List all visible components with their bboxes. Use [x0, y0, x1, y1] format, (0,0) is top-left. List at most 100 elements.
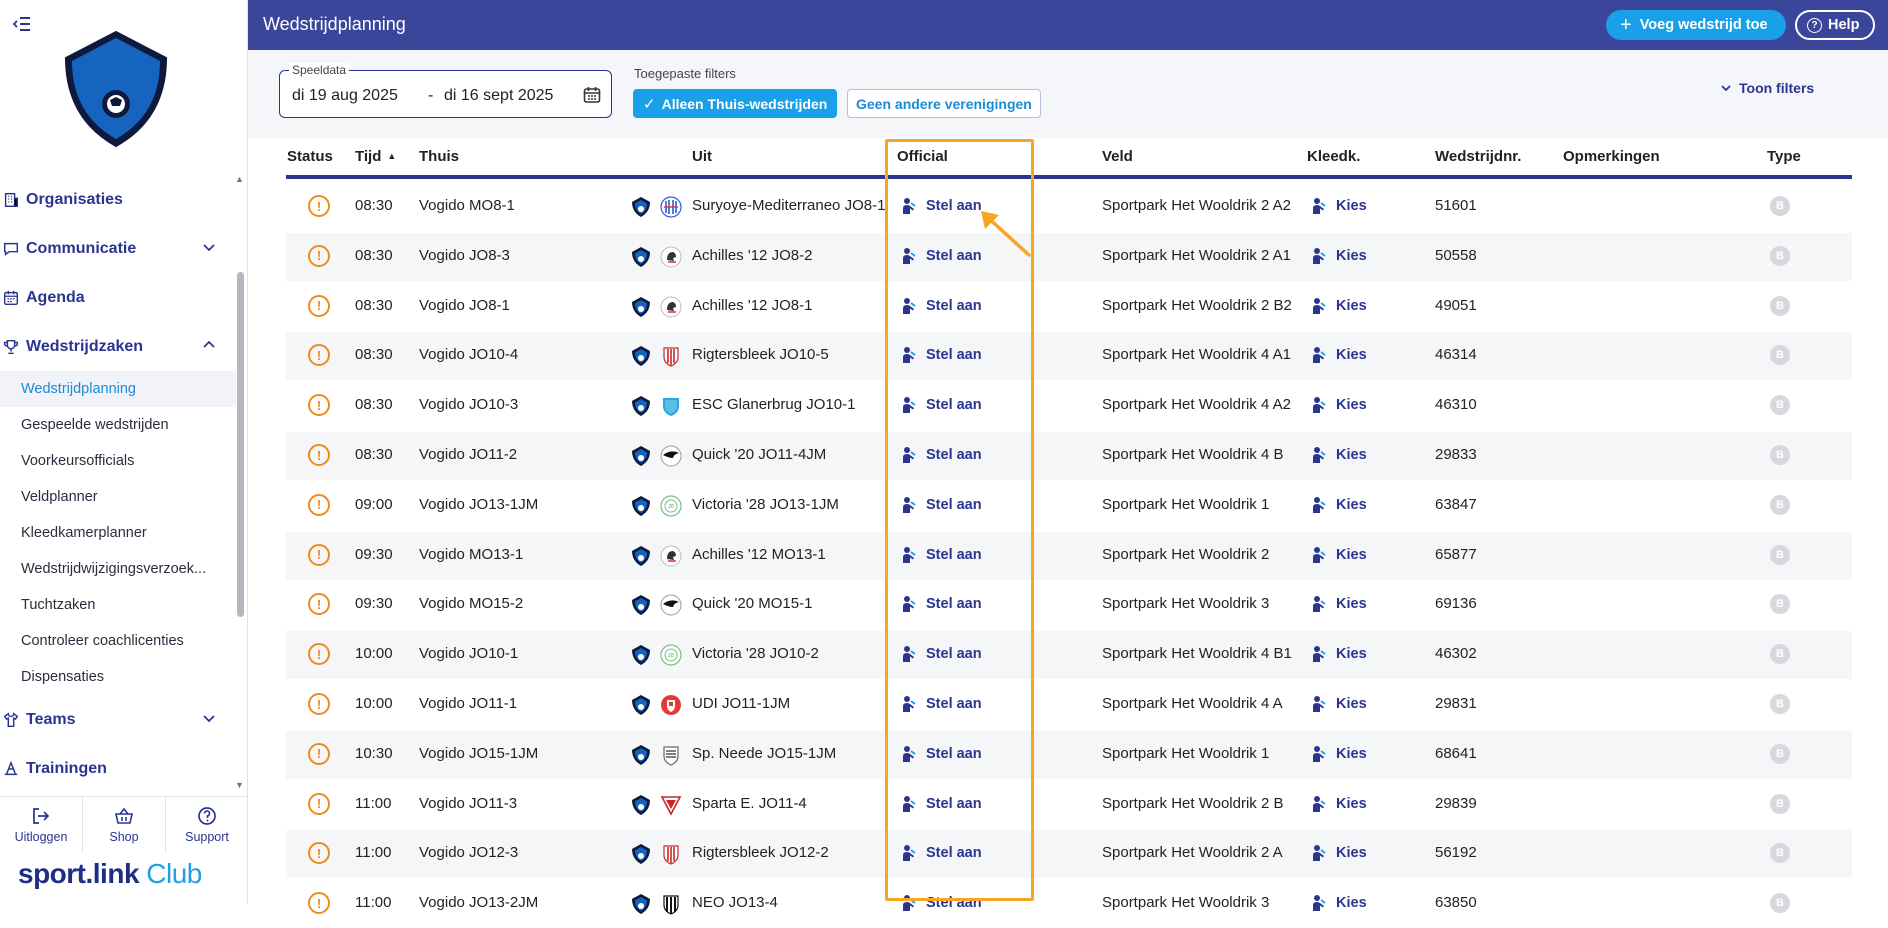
cell-thuis[interactable]: Vogido JO15-1JM [419, 744, 539, 762]
cell-uit[interactable]: Achilles '12 JO8-2 [692, 246, 813, 264]
choose-dressing-room-button[interactable]: Kies [1311, 546, 1367, 564]
cell-thuis[interactable]: Vogido JO11-1 [419, 695, 518, 712]
sidebar-subitem[interactable]: Kleedkamerplanner [21, 525, 147, 541]
warning-status-icon[interactable]: ! [308, 543, 330, 566]
sidebar-item-communicatie[interactable]: Communicatie [0, 224, 236, 273]
shop-button[interactable]: Shop [83, 797, 166, 853]
sidebar-subitem[interactable]: Dispensaties [21, 669, 105, 685]
assign-official-button[interactable]: Stel aan [901, 745, 982, 763]
col-type[interactable]: Type [1767, 148, 1801, 165]
cell-uit[interactable]: Sparta E. JO11-4 [692, 794, 807, 812]
table-row[interactable]: ! 08:30 Vogido JO8-3 Achilles '12 JO8-2 Stel… [286, 232, 1852, 281]
sidebar-subitem[interactable]: Wedstrijdwijzigingsverzoek... [21, 561, 207, 577]
sidebar-subitem[interactable]: Tuchtzaken [21, 597, 96, 613]
filter-chip-no-other-clubs[interactable]: Geen andere verenigingen [847, 89, 1041, 118]
logout-button[interactable]: Uitloggen [0, 797, 83, 853]
table-row[interactable]: ! 11:00 Vogido JO12-3 Rigtersbleek JO12-2 St… [286, 830, 1852, 879]
cell-thuis[interactable]: Vogido JO10-3 [419, 396, 519, 414]
choose-dressing-room-button[interactable]: Kies [1311, 247, 1367, 265]
cell-thuis[interactable]: Vogido JO11-2 [419, 446, 518, 463]
col-nr[interactable]: Wedstrijdnr. [1435, 148, 1521, 165]
cell-thuis[interactable]: Vogido JO12-3 [419, 844, 519, 862]
choose-dressing-room-button[interactable]: Kies [1311, 894, 1367, 912]
table-row[interactable]: ! 11:00 Vogido JO11-3 Sparta E. JO11-4 Stel … [286, 781, 1852, 829]
date-from-value[interactable]: di 19 aug 2025 [292, 87, 398, 104]
assign-official-button[interactable]: Stel aan [901, 197, 982, 215]
warning-status-icon[interactable]: ! [308, 742, 330, 765]
cell-uit[interactable]: Achilles '12 MO13-1 [692, 545, 826, 563]
table-row[interactable]: ! 10:00 Vogido JO10-1 28 Victoria '28 JO10-2… [286, 631, 1852, 680]
cell-uit[interactable]: Sp. Neede JO15-1JM [692, 744, 837, 762]
assign-official-button[interactable]: Stel aan [901, 695, 982, 713]
add-match-button[interactable]: + Voeg wedstrijd toe [1606, 10, 1786, 40]
assign-official-button[interactable]: Stel aan [901, 446, 982, 464]
cell-thuis[interactable]: Vogido MO8-1 [419, 197, 515, 214]
table-row[interactable]: ! 08:30 Vogido JO10-4 Rigtersbleek JO10-5 St… [286, 332, 1852, 381]
sidebar-subitem[interactable]: Veldplanner [21, 489, 98, 505]
assign-official-button[interactable]: Stel aan [901, 595, 982, 613]
col-official[interactable]: Official [897, 148, 948, 165]
cell-uit[interactable]: Victoria '28 JO10-2 [692, 645, 819, 663]
col-thuis[interactable]: Thuis [419, 148, 459, 165]
date-to-value[interactable]: di 16 sept 2025 [444, 87, 554, 104]
table-row[interactable]: ! 09:30 Vogido MO13-1 Achilles '12 MO13-1 St… [286, 531, 1852, 580]
choose-dressing-room-button[interactable]: Kies [1311, 795, 1367, 813]
assign-official-button[interactable]: Stel aan [901, 546, 982, 564]
choose-dressing-room-button[interactable]: Kies [1311, 844, 1367, 862]
sidebar-subitem[interactable]: Wedstrijdplanning [0, 371, 236, 407]
table-row[interactable]: ! 11:00 Vogido JO13-2JM NEO JO13-4 Stel aan S… [286, 880, 1852, 928]
sidebar-subitem[interactable]: Voorkeursofficials [21, 453, 135, 469]
cell-uit[interactable]: Victoria '28 JO13-1JM [692, 495, 839, 513]
warning-status-icon[interactable]: ! [308, 693, 330, 715]
choose-dressing-room-button[interactable]: Kies [1311, 645, 1367, 663]
sidebar-item-wedstrijdzaken[interactable]: Wedstrijdzaken [0, 322, 236, 371]
table-row[interactable]: ! 09:00 Vogido JO13-1JM 28 Victoria '28 JO13… [286, 482, 1852, 530]
calendar-icon[interactable] [582, 85, 602, 105]
collapse-sidebar-icon[interactable] [12, 14, 32, 34]
cell-thuis[interactable]: Vogido JO10-1 [419, 645, 519, 663]
warning-status-icon[interactable]: ! [308, 344, 330, 367]
choose-dressing-room-button[interactable]: Kies [1311, 446, 1367, 464]
assign-official-button[interactable]: Stel aan [901, 346, 982, 364]
cell-uit[interactable]: Rigtersbleek JO10-5 [692, 346, 829, 364]
sidebar-item-organisaties[interactable]: Organisaties [0, 175, 236, 224]
choose-dressing-room-button[interactable]: Kies [1311, 197, 1367, 215]
cell-thuis[interactable]: Vogido JO13-1JM [419, 495, 539, 513]
cell-uit[interactable]: Quick '20 MO15-1 [692, 595, 813, 613]
table-row[interactable]: ! 08:30 Vogido JO11-2 Quick '20 JO11-4JM Ste… [286, 432, 1852, 480]
assign-official-button[interactable]: Stel aan [901, 247, 982, 265]
col-uit[interactable]: Uit [692, 148, 712, 165]
warning-status-icon[interactable]: ! [308, 643, 330, 666]
warning-status-icon[interactable]: ! [308, 294, 330, 317]
col-opm[interactable]: Opmerkingen [1563, 148, 1660, 165]
date-range-field[interactable]: Speeldata di 19 aug 2025 - di 16 sept 20… [279, 63, 612, 118]
table-row[interactable]: ! 08:30 Vogido MO8-1 Suryoye-Mediterraneo J… [286, 183, 1852, 231]
choose-dressing-room-button[interactable]: Kies [1311, 396, 1367, 414]
col-tijd[interactable]: Tijd ▲ [355, 148, 396, 165]
assign-official-button[interactable]: Stel aan [901, 795, 982, 813]
warning-status-icon[interactable]: ! [308, 842, 330, 865]
filter-chip-home-only[interactable]: ✓ Alleen Thuis-wedstrijden [633, 89, 838, 118]
warning-status-icon[interactable]: ! [308, 593, 330, 616]
warning-status-icon[interactable]: ! [308, 892, 330, 915]
table-row[interactable]: ! 10:00 Vogido JO11-1 UDI JO11-1JM Stel aan S… [286, 681, 1852, 729]
cell-thuis[interactable]: Vogido JO8-3 [419, 246, 510, 264]
cell-uit[interactable]: ESC Glanerbrug JO10-1 [692, 396, 856, 414]
col-veld[interactable]: Veld [1102, 148, 1133, 165]
table-row[interactable]: ! 10:30 Vogido JO15-1JM Sp. Neede JO15-1JM S… [286, 730, 1852, 779]
sidebar-scrollbar[interactable]: ▲ ▼ [235, 174, 244, 790]
cell-thuis[interactable]: Vogido MO15-2 [419, 595, 524, 613]
choose-dressing-room-button[interactable]: Kies [1311, 745, 1367, 763]
sidebar-subitem[interactable]: Gespeelde wedstrijden [21, 417, 169, 433]
warning-status-icon[interactable]: ! [308, 493, 330, 516]
support-button[interactable]: Support [166, 797, 248, 853]
sidebar-item-teams[interactable]: Teams [0, 695, 236, 744]
assign-official-button[interactable]: Stel aan [901, 844, 982, 862]
sidebar-item-agenda[interactable]: Agenda [0, 273, 236, 322]
choose-dressing-room-button[interactable]: Kies [1311, 595, 1367, 613]
col-kleedk[interactable]: Kleedk. [1307, 148, 1360, 165]
warning-status-icon[interactable]: ! [308, 444, 330, 466]
table-row[interactable]: ! 08:30 Vogido JO8-1 Achilles '12 JO8-1 Stel… [286, 283, 1852, 331]
assign-official-button[interactable]: Stel aan [901, 894, 982, 912]
assign-official-button[interactable]: Stel aan [901, 297, 982, 315]
